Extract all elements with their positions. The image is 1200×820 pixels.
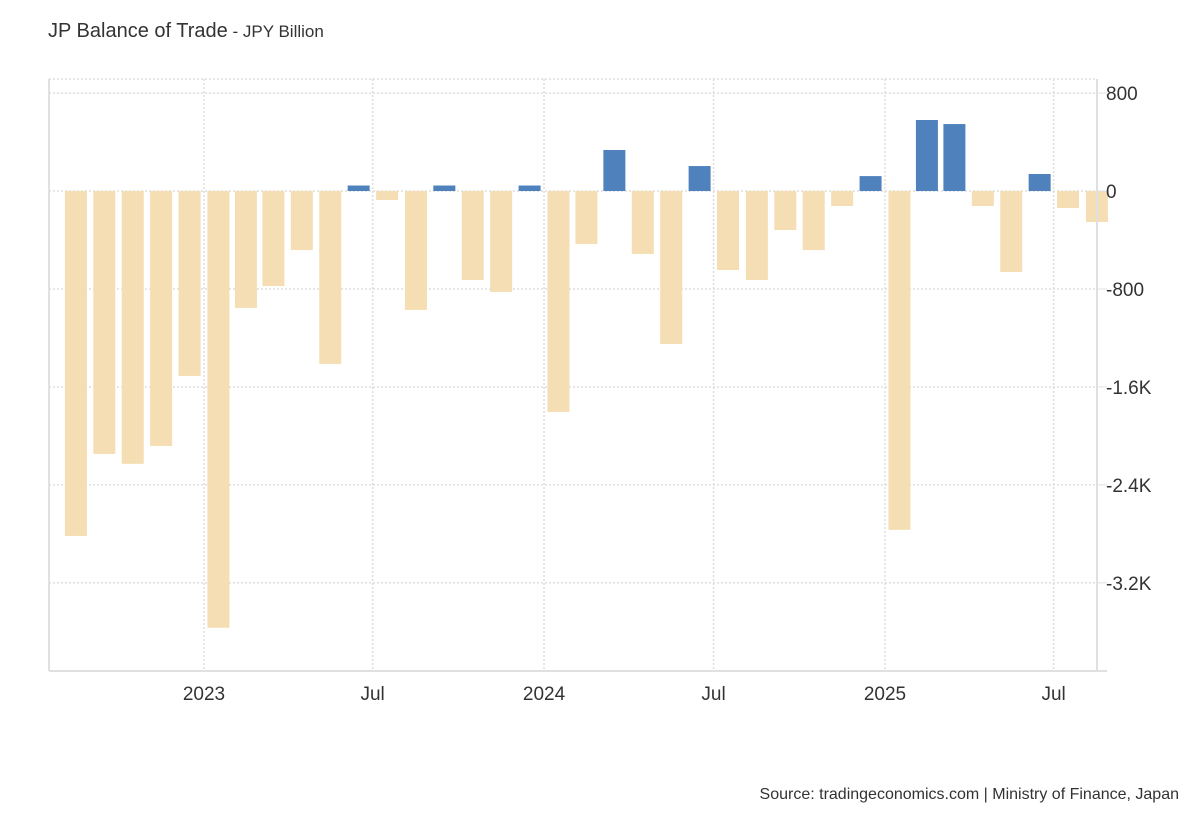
y-tick-label: -1.6K	[1106, 378, 1152, 399]
bar-2025-06[interactable]	[1028, 174, 1051, 192]
bar-2023-08[interactable]	[404, 191, 427, 310]
bar-2022-10[interactable]	[121, 191, 144, 464]
bar-2023-02[interactable]	[234, 191, 257, 308]
bar-2022-11[interactable]	[150, 191, 173, 446]
bar-2025-04[interactable]	[971, 191, 994, 206]
bar-2024-03[interactable]	[603, 150, 626, 192]
x-tick-label: 2025	[864, 684, 906, 705]
x-tick-label: 2023	[183, 684, 225, 705]
bar-2024-09[interactable]	[774, 191, 797, 230]
bar-2023-01[interactable]	[207, 191, 230, 628]
bar-2024-11[interactable]	[831, 191, 854, 206]
bar-2022-09[interactable]	[93, 191, 116, 454]
axis-layer	[48, 79, 1107, 672]
bar-2024-08[interactable]	[745, 191, 768, 281]
x-tick-label: Jul	[360, 684, 384, 705]
grid-layer	[49, 78, 1097, 671]
bar-2025-07[interactable]	[1057, 191, 1080, 209]
source-credit: Source: tradingeconomics.com | Ministry …	[759, 786, 1179, 803]
bar-2025-02[interactable]	[915, 120, 938, 192]
bar-2023-03[interactable]	[262, 191, 285, 287]
bar-layer	[64, 120, 1108, 628]
bar-2024-07[interactable]	[717, 191, 740, 271]
bar-2023-12[interactable]	[518, 185, 541, 192]
y-tick-label: 0	[1106, 182, 1117, 203]
bar-2023-11[interactable]	[490, 191, 513, 292]
bar-2024-10[interactable]	[802, 191, 825, 251]
x-tick-label: Jul	[1041, 684, 1065, 705]
y-tick-label: -800	[1106, 280, 1144, 301]
bar-2025-05[interactable]	[1000, 191, 1023, 272]
chart-title: JP Balance of Trade - JPY Billion	[48, 20, 324, 43]
bar-2023-04[interactable]	[290, 191, 313, 251]
bar-2023-09[interactable]	[433, 185, 456, 192]
bar-2023-07[interactable]	[376, 191, 399, 200]
chart-subtitle: - JPY Billion	[227, 22, 324, 41]
bar-2023-05[interactable]	[319, 191, 342, 364]
bar-2025-03[interactable]	[943, 124, 966, 192]
x-tick-label: Jul	[701, 684, 725, 705]
bar-2025-01[interactable]	[888, 191, 911, 530]
bar-2023-06[interactable]	[347, 185, 370, 192]
x-tick-label: 2024	[523, 684, 566, 705]
bar-2024-01[interactable]	[547, 191, 570, 412]
bar-2024-04[interactable]	[631, 191, 654, 254]
y-tick-label: -3.2K	[1106, 574, 1152, 595]
bar-2023-10[interactable]	[461, 191, 484, 281]
y-tick-label: 800	[1106, 84, 1138, 105]
bar-2024-06[interactable]	[688, 166, 711, 192]
bar-2022-08[interactable]	[64, 191, 87, 536]
y-tick-label: -2.4K	[1106, 476, 1152, 497]
bar-2024-05[interactable]	[660, 191, 683, 344]
bar-2024-02[interactable]	[575, 191, 598, 245]
bar-2022-12[interactable]	[178, 191, 201, 376]
chart-title-main: JP Balance of Trade	[48, 20, 228, 42]
label-layer: 800 0 -800 -1.6K -2.4K -3.2K 2023 Jul 2024 Jul 202…	[183, 84, 1152, 705]
bar-2024-12[interactable]	[859, 176, 882, 192]
